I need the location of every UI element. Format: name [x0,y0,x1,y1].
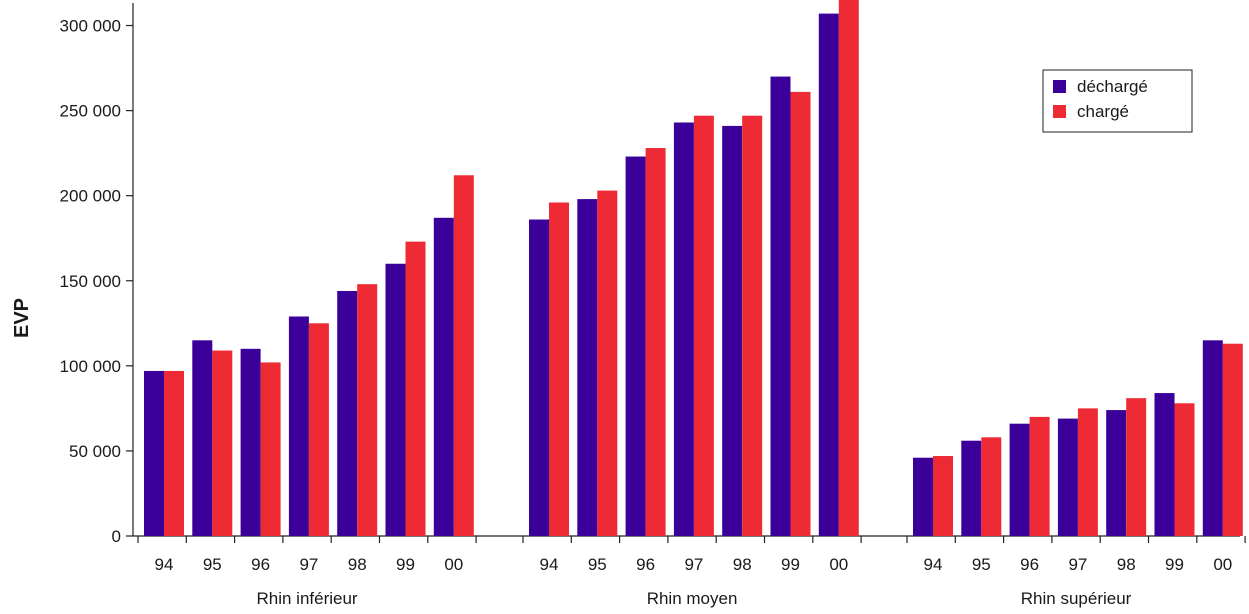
x-tick-label: 98 [1117,555,1136,574]
x-tick-label: 99 [1165,555,1184,574]
bar-charge [838,0,859,536]
bar-charge [308,323,329,536]
bar-decharge [818,13,839,537]
x-tick-label: 94 [155,555,174,574]
bar-decharge [722,125,743,537]
bar-charge [405,241,426,536]
x-tick-label: 97 [299,555,318,574]
x-tick-label: 97 [1068,555,1087,574]
x-tick-label: 96 [251,555,270,574]
bar-charge [1222,343,1243,536]
x-axis: 94 95 96 97 98 99 00 Rhin inférieur 94 95 96 97 98 99… [133,535,1246,608]
x-tick-label: 00 [829,555,848,574]
legend-swatch [1053,105,1066,118]
x-tick-label: 95 [972,555,991,574]
bar-decharge [192,340,213,536]
bar-charge [1077,408,1098,536]
bar-group [529,0,859,537]
bar-decharge [385,263,406,536]
x-tick-label: 98 [348,555,367,574]
bar-decharge [1106,410,1127,536]
x-tick-label: 94 [540,555,559,574]
legend-box [1042,69,1193,133]
legend-label: chargé [1077,102,1129,121]
bar-decharge [337,290,358,536]
y-tick-label: 0 [112,527,121,546]
bar-decharge [1202,340,1223,536]
x-tick-label: 00 [444,555,463,574]
bar-decharge [577,199,598,537]
x-tick-label: 96 [1020,555,1039,574]
legend-swatch [1053,80,1066,93]
bar-charge [453,175,474,536]
bar-charge [933,456,953,536]
y-tick-label: 100 000 [60,357,121,376]
legend-label: déchargé [1077,77,1148,96]
x-tick-label: 97 [684,555,703,574]
bar-charge [549,202,569,536]
bar-charge [742,115,763,536]
bar-charge [212,350,233,536]
group-label: Rhin supérieur [1021,589,1132,608]
bar-decharge [913,457,933,536]
x-tick-label: 94 [924,555,943,574]
bar-charge [357,284,378,536]
y-tick-label: 200 000 [60,187,121,206]
bar-group [144,175,474,537]
bar-decharge [1154,393,1175,536]
y-tick-label: 250 000 [60,102,121,121]
x-tick-label: 98 [733,555,752,574]
bar-charge [790,91,811,536]
bar-decharge [288,316,309,536]
bar-decharge [1057,418,1078,536]
x-tick-label: 99 [396,555,415,574]
group-label: Rhin moyen [647,589,738,608]
x-tick-label: 95 [203,555,222,574]
y-tick-label: 150 000 [60,272,121,291]
bar-charge [981,437,1002,536]
x-tick-label: 00 [1213,555,1232,574]
bar-group [913,340,1243,536]
bar-charge [597,190,618,537]
x-tick-label: 96 [636,555,655,574]
y-tick-label: 300 000 [60,17,121,36]
bar-charge [260,362,281,536]
bar-decharge [770,76,791,537]
bar-charge [645,148,666,537]
bar-charge [1029,416,1050,536]
group-label: Rhin inférieur [256,589,357,608]
bar-charge [1174,403,1195,536]
bar-decharge [529,219,549,536]
bar-decharge [625,156,646,537]
legend: déchargé chargé [1042,69,1193,133]
bar-decharge [240,348,261,536]
bar-decharge [433,217,454,537]
bar-decharge [961,440,982,536]
y-axis-label: EVP [11,298,33,338]
x-tick-label: 95 [588,555,607,574]
y-tick-label: 50 000 [69,442,121,461]
bar-charge [164,370,184,536]
bar-decharge [144,370,164,536]
bar-charge [1126,398,1147,536]
bar-decharge [1009,423,1030,536]
bar-decharge [673,122,694,536]
bars [144,0,1243,537]
y-axis: 0 50 000 100 000 150 000 200 000 250 000 300 0… [60,3,134,546]
bar-charge [693,115,714,536]
x-tick-label: 99 [781,555,800,574]
